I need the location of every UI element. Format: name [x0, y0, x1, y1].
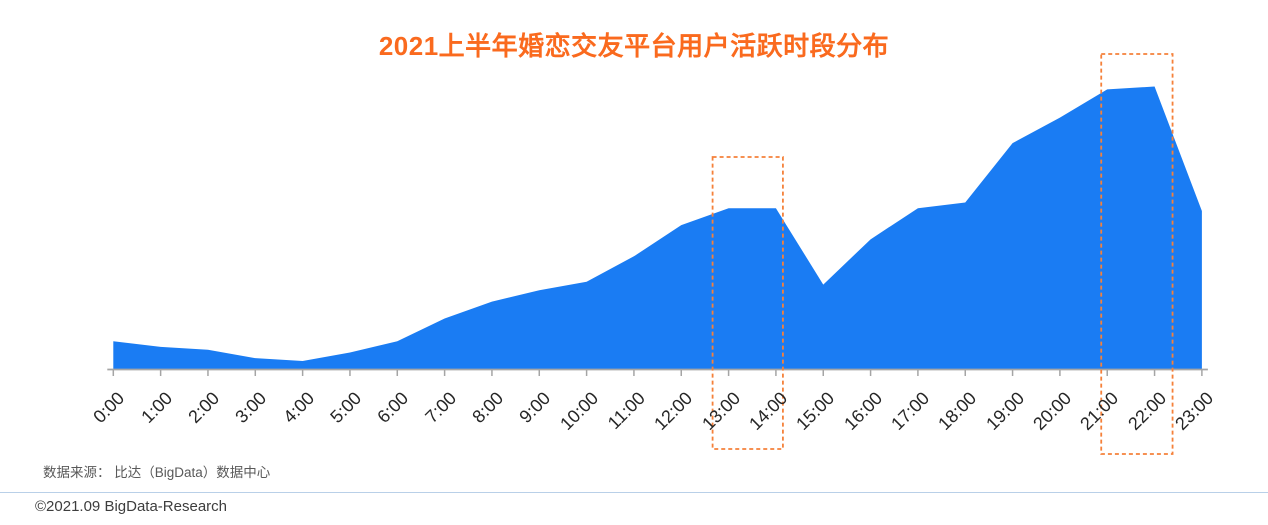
highlight-box-21:00-22:00: [1100, 53, 1174, 455]
data-source-note: 数据来源： 比达（BigData）数据中心: [43, 465, 271, 480]
chart-title: 2021上半年婚恋交友平台用户活跃时段分布: [378, 31, 890, 61]
footer-separator-line: [0, 492, 1268, 493]
area-series: [113, 86, 1202, 370]
highlight-box-13:00-14:00: [711, 156, 784, 450]
copyright-text: ©2021.09 BigData-Research: [35, 498, 227, 515]
